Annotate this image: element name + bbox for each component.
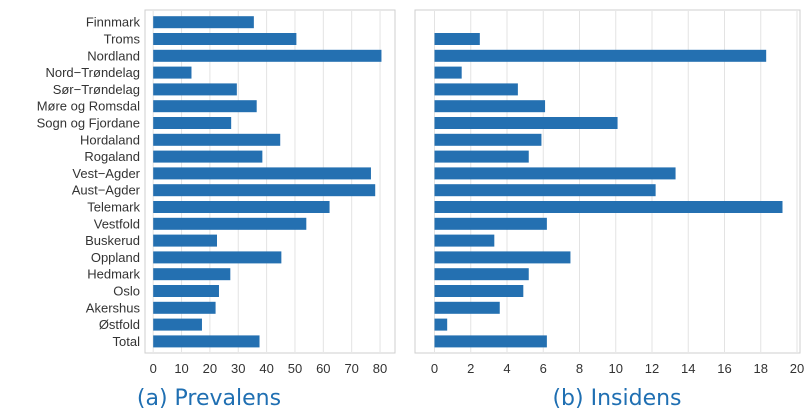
bar-b bbox=[434, 251, 571, 264]
x-tick-label: 30 bbox=[231, 361, 245, 376]
bar-b bbox=[434, 234, 495, 247]
panel-a-bars bbox=[153, 16, 382, 348]
panel-a-caption: (a) Prevalens bbox=[137, 386, 281, 411]
x-tick-label: 6 bbox=[540, 361, 547, 376]
category-label: Hordaland bbox=[80, 132, 140, 147]
bar-b bbox=[434, 217, 547, 230]
bar-a bbox=[153, 268, 231, 281]
x-tick-label: 12 bbox=[645, 361, 659, 376]
category-label: Troms bbox=[104, 32, 141, 47]
bar-b bbox=[434, 335, 547, 348]
category-label: Oppland bbox=[91, 250, 140, 265]
bar-b bbox=[434, 33, 480, 45]
bar-a bbox=[153, 100, 257, 113]
category-label: Møre og Romsdal bbox=[37, 99, 140, 114]
x-tick-label: 4 bbox=[503, 361, 510, 376]
panel-a-tick-labels: 0 10 20 30 40 50 60 70 80 bbox=[150, 361, 388, 376]
category-label: Vest−Agder bbox=[72, 166, 140, 181]
category-label: Sør−Trøndelag bbox=[53, 82, 140, 97]
bar-a bbox=[153, 201, 330, 213]
bar-a bbox=[153, 133, 281, 146]
category-label: Buskerud bbox=[85, 233, 140, 248]
category-label: Sogn og Fjordane bbox=[37, 116, 140, 131]
bar-b bbox=[434, 268, 529, 281]
x-tick-label: 0 bbox=[150, 361, 157, 376]
bar-a bbox=[153, 217, 307, 230]
bar-a bbox=[153, 184, 376, 197]
category-label: Østfold bbox=[99, 317, 140, 332]
bar-b bbox=[434, 167, 676, 180]
x-tick-label: 80 bbox=[373, 361, 387, 376]
x-tick-label: 18 bbox=[754, 361, 768, 376]
bar-b bbox=[434, 301, 500, 314]
category-label: Vestfold bbox=[94, 216, 140, 231]
bar-b bbox=[434, 201, 783, 213]
bar-b bbox=[434, 133, 542, 146]
bar-a bbox=[153, 66, 192, 79]
category-label: Hedmark bbox=[87, 267, 140, 282]
bar-a bbox=[153, 167, 371, 180]
bar-a bbox=[153, 16, 254, 29]
x-tick-label: 20 bbox=[203, 361, 217, 376]
bar-b bbox=[434, 117, 618, 129]
bar-a bbox=[153, 301, 216, 314]
category-label: Nordland bbox=[87, 48, 140, 63]
bar-a bbox=[153, 83, 237, 96]
category-label: Nord−Trøndelag bbox=[45, 65, 140, 80]
bar-b bbox=[434, 100, 546, 113]
category-label: Oslo bbox=[113, 284, 140, 299]
bar-b bbox=[434, 66, 462, 79]
category-label: Total bbox=[113, 334, 141, 349]
x-tick-label: 14 bbox=[681, 361, 695, 376]
x-tick-label: 40 bbox=[259, 361, 273, 376]
panel-b-caption: (b) Insidens bbox=[552, 386, 681, 411]
x-tick-label: 8 bbox=[576, 361, 583, 376]
panel-b-tick-labels: 0 2 4 6 8 10 12 14 16 18 20 bbox=[431, 361, 804, 376]
x-tick-label: 50 bbox=[288, 361, 302, 376]
bar-b bbox=[434, 318, 448, 331]
x-tick-label: 2 bbox=[467, 361, 474, 376]
x-tick-label: 10 bbox=[609, 361, 623, 376]
bar-a bbox=[153, 33, 297, 45]
x-tick-label: 0 bbox=[431, 361, 438, 376]
category-label: Rogaland bbox=[84, 149, 140, 164]
x-tick-label: 60 bbox=[316, 361, 330, 376]
bar-a bbox=[153, 285, 219, 297]
x-tick-label: 10 bbox=[174, 361, 188, 376]
bar-a bbox=[153, 49, 382, 62]
bar-a bbox=[153, 234, 217, 247]
bar-b bbox=[434, 285, 524, 297]
bar-a bbox=[153, 117, 232, 129]
bar-a bbox=[153, 251, 282, 264]
bar-b bbox=[434, 49, 767, 62]
x-tick-label: 16 bbox=[717, 361, 731, 376]
bar-b bbox=[434, 83, 518, 96]
bar-a bbox=[153, 318, 202, 331]
x-tick-label: 20 bbox=[790, 361, 804, 376]
x-tick-label: 70 bbox=[344, 361, 358, 376]
bar-b bbox=[434, 184, 656, 197]
bar-a bbox=[153, 335, 260, 348]
bar-a bbox=[153, 150, 263, 163]
bar-b bbox=[434, 150, 529, 163]
panel-b-gridlines bbox=[434, 11, 798, 352]
category-label: Finnmark bbox=[86, 15, 141, 30]
category-label: Akershus bbox=[86, 300, 141, 315]
panel-b-bars bbox=[434, 33, 783, 348]
category-label: Aust−Agder bbox=[72, 183, 141, 198]
category-label: Telemark bbox=[87, 200, 140, 215]
